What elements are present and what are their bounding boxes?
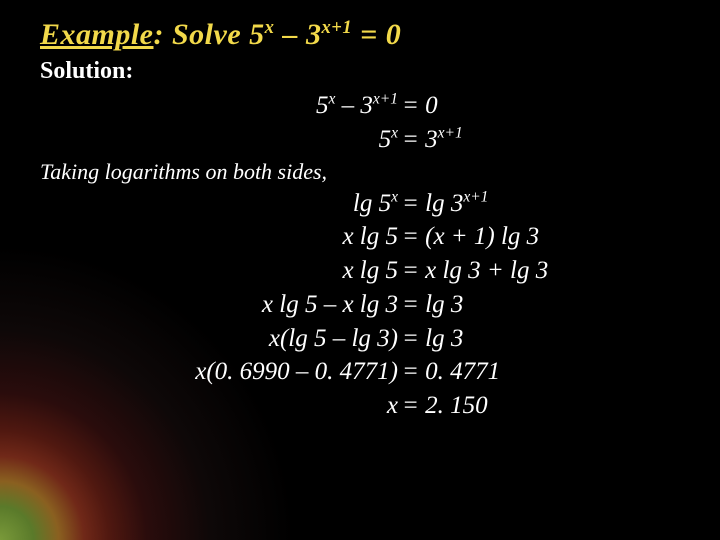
step-row: x lg 5 = x lg 3 + lg 3 (40, 254, 680, 288)
step-left: x(0. 6990 – 0. 4771) (40, 355, 400, 389)
step-left: 5x (40, 123, 400, 157)
solution-label: Solution: (40, 58, 680, 85)
step-left: x lg 5 – x lg 3 (40, 288, 400, 322)
step-row: lg 5x = lg 3x+1 (40, 187, 680, 221)
step-right: = 3x+1 (400, 123, 680, 157)
step-left: x lg 5 (40, 220, 400, 254)
slide-title: Example: Solve 5x – 3x+1 = 0 (40, 18, 680, 52)
step-right: = x lg 3 + lg 3 (400, 254, 680, 288)
step-left: x lg 5 (40, 254, 400, 288)
step-left: x(lg 5 – lg 3) (40, 322, 400, 356)
step-row: x lg 5 – x lg 3 = lg 3 (40, 288, 680, 322)
step-row: x = 2. 150 (40, 389, 680, 423)
step-row: 5x – 3x+1 = 0 (40, 89, 680, 123)
step-left: lg 5x (40, 187, 400, 221)
step-right: = 2. 150 (400, 389, 680, 423)
slide: Example: Solve 5x – 3x+1 = 0 Solution: 5… (0, 0, 720, 540)
title-equation: 5x – 3x+1 = 0 (249, 18, 401, 51)
step-left: x (40, 389, 400, 423)
example-label: Example (40, 18, 154, 51)
step-right: = 0. 4771 (400, 355, 680, 389)
step-row: x lg 5 = (x + 1) lg 3 (40, 220, 680, 254)
step-row: x(0. 6990 – 0. 4771) = 0. 4771 (40, 355, 680, 389)
step-row: 5x = 3x+1 (40, 123, 680, 157)
step-row: x(lg 5 – lg 3) = lg 3 (40, 322, 680, 356)
step-left: 5x – 3x+1 (40, 89, 400, 123)
prompt-prefix: : Solve (154, 18, 250, 51)
equation-block: 5x – 3x+1 = 0 5x = 3x+1 Taking logarithm… (40, 89, 680, 423)
step-right: = lg 3x+1 (400, 187, 680, 221)
step-right: = lg 3 (400, 322, 680, 356)
step-right: = (x + 1) lg 3 (400, 220, 680, 254)
taking-logs-note: Taking logarithms on both sides, (40, 159, 680, 185)
step-right: = 0 (400, 89, 680, 123)
step-right: = lg 3 (400, 288, 680, 322)
